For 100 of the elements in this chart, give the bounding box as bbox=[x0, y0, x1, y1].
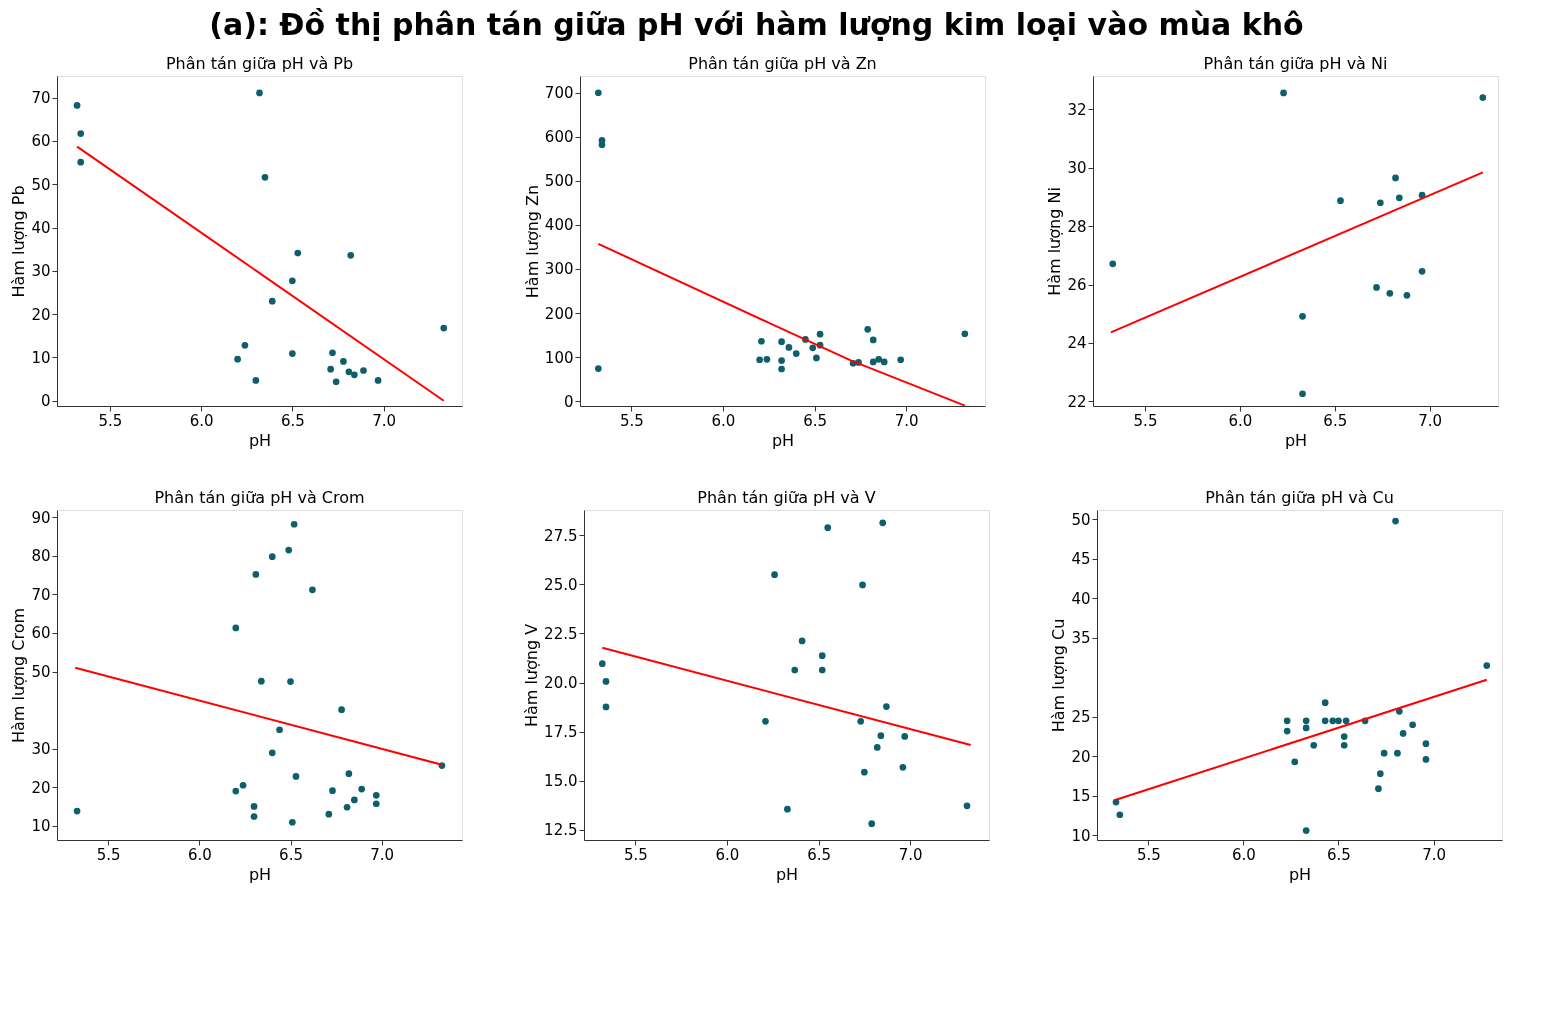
point bbox=[268, 749, 276, 757]
point bbox=[813, 354, 820, 362]
point bbox=[818, 652, 826, 659]
y-axis-title: Hàm lượng Crom bbox=[9, 607, 29, 744]
point bbox=[1342, 717, 1350, 725]
x-tick-label: 6.0 bbox=[711, 411, 736, 430]
y-tick-label: 0 bbox=[40, 392, 51, 411]
x-tick-label: 6.5 bbox=[803, 411, 827, 430]
point bbox=[864, 325, 872, 333]
point bbox=[873, 744, 881, 751]
line-series bbox=[597, 242, 966, 406]
point bbox=[598, 660, 606, 668]
y-tick-label: 100 bbox=[544, 348, 574, 367]
point bbox=[288, 350, 296, 357]
point bbox=[1302, 717, 1310, 725]
y-tick-label: 50 bbox=[31, 663, 51, 682]
point bbox=[1283, 717, 1291, 725]
point bbox=[778, 357, 785, 364]
chart-subtitle: Phân tán giữa pH và Ni bbox=[1203, 54, 1388, 73]
point bbox=[883, 703, 890, 710]
point bbox=[250, 803, 258, 810]
point bbox=[372, 800, 380, 808]
point bbox=[1280, 89, 1287, 97]
y-axis-title: Hàm lượng Cu bbox=[1049, 618, 1069, 733]
y-tick-label: 15 bbox=[1071, 787, 1091, 806]
y-tick-label: 50 bbox=[1071, 510, 1091, 529]
point bbox=[276, 726, 283, 734]
x-tick-label: 7.0 bbox=[370, 845, 395, 864]
chart-subtitle: Phân tán giữa pH và V bbox=[697, 488, 876, 507]
x-tick-label: 7.0 bbox=[1422, 845, 1446, 864]
point bbox=[963, 802, 971, 810]
y-tick-label: 40 bbox=[31, 219, 51, 238]
y-tick-label: 0 bbox=[563, 392, 574, 411]
y-axis-title: Hàm lượng Pb bbox=[9, 185, 29, 298]
x-tick-label: 5.5 bbox=[623, 845, 648, 864]
y-tick-label: 12.5 bbox=[544, 821, 578, 840]
y-tick-label: 80 bbox=[31, 547, 51, 566]
point bbox=[1310, 741, 1318, 749]
point bbox=[1479, 94, 1487, 101]
point bbox=[868, 820, 876, 828]
point bbox=[1392, 174, 1399, 182]
point bbox=[861, 768, 868, 776]
point bbox=[351, 371, 358, 379]
y-axis-title: Hàm lượng Ni bbox=[1045, 187, 1065, 296]
point bbox=[1321, 717, 1329, 725]
y-tick-label: 15.0 bbox=[544, 772, 578, 791]
x-tick-label: 5.5 bbox=[619, 411, 644, 430]
point bbox=[877, 732, 885, 739]
y-tick-label: 26 bbox=[1067, 276, 1087, 295]
point bbox=[1109, 260, 1117, 268]
y-tick-label: 22 bbox=[1067, 392, 1087, 411]
point bbox=[859, 581, 866, 589]
point bbox=[73, 807, 81, 815]
point bbox=[1422, 756, 1430, 763]
x-axis-title: pH bbox=[771, 430, 795, 450]
x-tick-label: 6.0 bbox=[715, 845, 740, 864]
chart-subtitle: Phân tán giữa pH và Pb bbox=[165, 54, 354, 73]
point bbox=[327, 365, 334, 373]
point bbox=[1409, 721, 1416, 729]
y-tick-label: 22.5 bbox=[544, 624, 578, 643]
point bbox=[288, 818, 296, 826]
y-tick-label: 600 bbox=[544, 128, 574, 147]
y-tick-label: 20 bbox=[31, 778, 51, 797]
point bbox=[1483, 662, 1491, 669]
point bbox=[77, 158, 85, 166]
y-tick-label: 500 bbox=[544, 172, 574, 191]
x-axis-title: pH bbox=[248, 864, 272, 884]
point bbox=[1375, 785, 1382, 793]
point bbox=[288, 277, 296, 285]
point bbox=[784, 805, 791, 813]
y-tick-label: 20 bbox=[1071, 747, 1091, 766]
point bbox=[250, 813, 258, 820]
x-tick-label: 5.5 bbox=[1136, 845, 1161, 864]
point bbox=[256, 89, 263, 97]
point bbox=[358, 785, 366, 793]
y-tick-label: 70 bbox=[31, 89, 51, 108]
point bbox=[340, 358, 347, 365]
point bbox=[1394, 749, 1401, 757]
point bbox=[602, 678, 610, 685]
x-tick-label: 6.0 bbox=[1231, 845, 1256, 864]
point bbox=[816, 330, 824, 338]
chart-subtitle: Phân tán giữa pH và Zn bbox=[688, 54, 877, 73]
x-tick-label: 6.0 bbox=[187, 845, 212, 864]
point bbox=[1373, 284, 1380, 291]
point bbox=[292, 773, 300, 780]
point bbox=[252, 377, 260, 384]
point bbox=[1335, 717, 1342, 725]
point bbox=[1386, 289, 1394, 297]
point bbox=[901, 733, 909, 740]
point bbox=[1302, 724, 1310, 732]
x-tick-label: 6.5 bbox=[1327, 845, 1351, 864]
point bbox=[1399, 730, 1407, 737]
y-tick-label: 10 bbox=[31, 817, 51, 836]
chart-subtitle: Phân tán giữa pH và Crom bbox=[154, 488, 365, 507]
point bbox=[241, 342, 249, 349]
point bbox=[329, 787, 336, 794]
point bbox=[1376, 199, 1384, 207]
x-axis-title: pH bbox=[1288, 864, 1312, 884]
point bbox=[857, 717, 865, 725]
point bbox=[232, 624, 240, 632]
